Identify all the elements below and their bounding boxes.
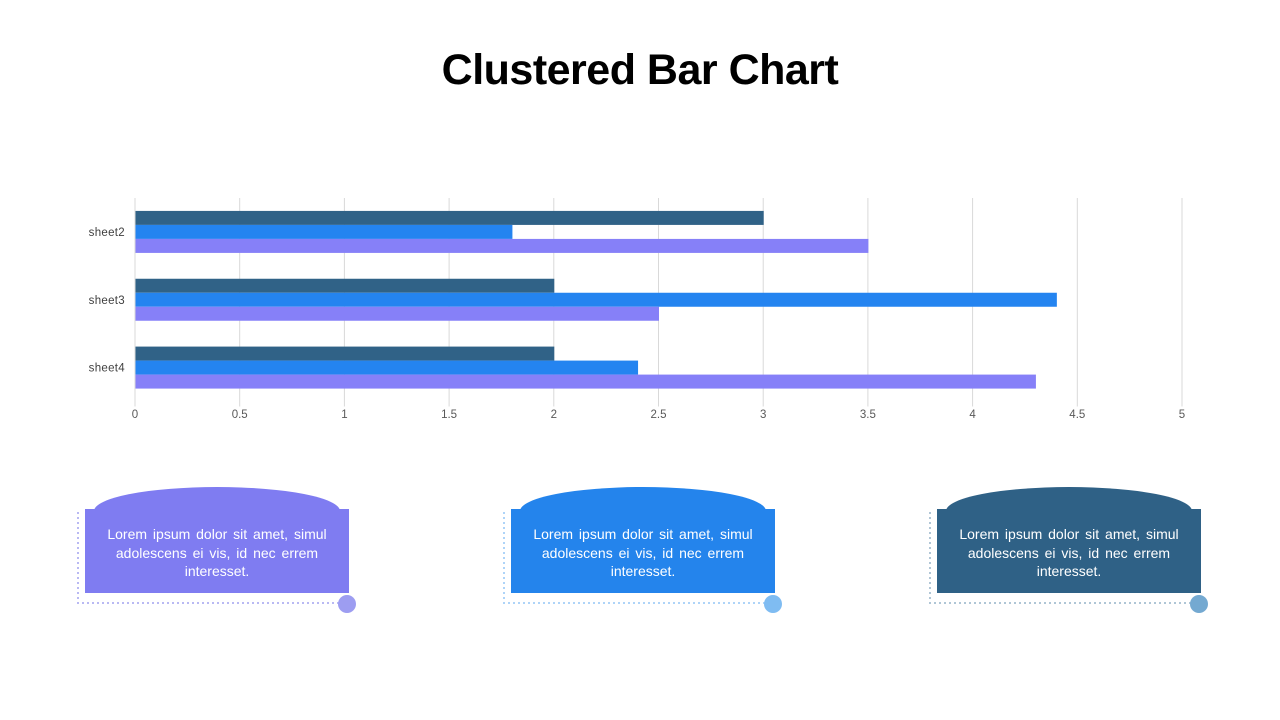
bar-series-dark-blue-sheet4[interactable] bbox=[135, 346, 555, 361]
clustered-bar-chart[interactable]: 0 0.5 1 1.5 2 2.5 3 3.5 4 4.5 5 sheet2 sheet3 sheet4 bbox=[0, 190, 1280, 440]
bar-series-dark-blue-sheet2[interactable] bbox=[135, 210, 764, 225]
callout-arch bbox=[520, 487, 766, 511]
page-title: Clustered Bar Chart bbox=[441, 46, 839, 94]
corner-dot-icon bbox=[764, 595, 782, 613]
callout-arch bbox=[94, 487, 340, 511]
dotted-border-left bbox=[503, 512, 505, 602]
bar-series-dark-blue-sheet3[interactable] bbox=[135, 278, 555, 293]
callout-card-purple[interactable]: Lorem ipsum dolor sit amet, simul adoles… bbox=[77, 487, 356, 615]
corner-dot-icon bbox=[1190, 595, 1208, 613]
callout-body: Lorem ipsum dolor sit amet, simul adoles… bbox=[85, 509, 349, 593]
category-label: sheet2 bbox=[89, 227, 125, 239]
bar-series-purple-sheet4[interactable] bbox=[135, 374, 1036, 389]
bar-series-bright-blue-sheet2[interactable] bbox=[135, 224, 513, 239]
dotted-border-left bbox=[77, 512, 79, 602]
callout-card-blue[interactable]: Lorem ipsum dolor sit amet, simul adoles… bbox=[503, 487, 782, 615]
category-label: sheet3 bbox=[89, 295, 125, 307]
x-tick-label: 4 bbox=[969, 409, 976, 421]
bar-series-bright-blue-sheet3[interactable] bbox=[135, 292, 1057, 307]
bar-series-purple-sheet2[interactable] bbox=[135, 238, 869, 253]
x-tick-label: 1 bbox=[341, 409, 347, 421]
callout-text: Lorem ipsum dolor sit amet, simul adoles… bbox=[533, 526, 753, 580]
x-tick-label: 2 bbox=[551, 409, 557, 421]
bar-chart-canvas: 0 0.5 1 1.5 2 2.5 3 3.5 4 4.5 5 sheet2 sheet3 sheet4 bbox=[89, 198, 1185, 421]
callout-arch bbox=[946, 487, 1192, 511]
x-tick-label: 4.5 bbox=[1069, 409, 1085, 421]
callout-card-dark-blue[interactable]: Lorem ipsum dolor sit amet, simul adoles… bbox=[929, 487, 1208, 615]
x-tick-label: 1.5 bbox=[441, 409, 457, 421]
callout-body: Lorem ipsum dolor sit amet, simul adoles… bbox=[937, 509, 1201, 593]
x-tick-label: 3 bbox=[760, 409, 766, 421]
dotted-border-bottom bbox=[503, 602, 766, 604]
x-tick-label: 0 bbox=[132, 409, 138, 421]
callout-text: Lorem ipsum dolor sit amet, simul adoles… bbox=[107, 526, 327, 580]
dotted-border-bottom bbox=[929, 602, 1192, 604]
x-tick-label: 3.5 bbox=[860, 409, 876, 421]
bar-series-purple-sheet3[interactable] bbox=[135, 306, 660, 321]
x-tick-label: 2.5 bbox=[651, 409, 667, 421]
dotted-border-left bbox=[929, 512, 931, 602]
corner-dot-icon bbox=[338, 595, 356, 613]
category-label: sheet4 bbox=[89, 363, 126, 375]
dotted-border-bottom bbox=[77, 602, 340, 604]
bar-series-bright-blue-sheet4[interactable] bbox=[135, 360, 639, 375]
x-tick-label: 5 bbox=[1179, 409, 1185, 421]
callout-body: Lorem ipsum dolor sit amet, simul adoles… bbox=[511, 509, 775, 593]
callout-text: Lorem ipsum dolor sit amet, simul adoles… bbox=[959, 526, 1179, 580]
x-tick-label: 0.5 bbox=[232, 409, 248, 421]
